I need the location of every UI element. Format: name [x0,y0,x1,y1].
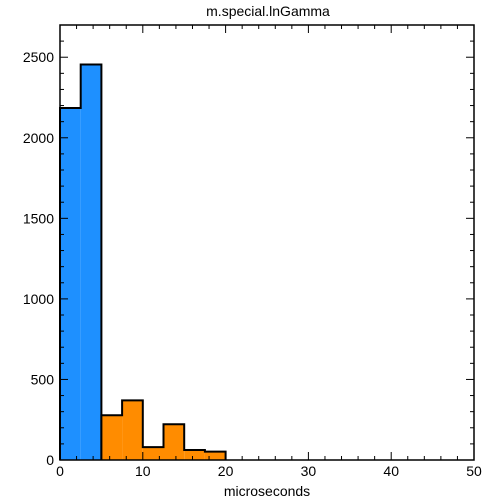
y-tick-label: 500 [31,371,55,387]
y-tick-label: 2000 [23,130,54,146]
y-tick-label: 1500 [23,210,54,226]
plot-bars [59,63,227,460]
histogram-bar [60,107,81,460]
histogram-bar [184,450,205,460]
x-tick-label: 0 [56,463,64,479]
y-tick-label: 1000 [23,291,54,307]
histogram-bar [80,64,102,460]
chart-title: m.special.lnGamma [206,3,330,19]
histogram-bar [142,447,164,460]
histogram-outline [100,399,227,460]
x-tick-label: 50 [466,463,482,479]
x-tick-label: 20 [218,463,234,479]
x-tick-label: 40 [383,463,399,479]
y-tick-label: 2500 [23,49,54,65]
histogram-bar [122,400,143,460]
histogram-bar [204,451,226,460]
y-tick-label: 0 [46,452,54,468]
x-axis-label: microseconds [224,483,310,499]
histogram-bar [163,424,185,460]
x-tick-label: 30 [301,463,317,479]
histogram-bar [101,415,123,460]
plot-frame [59,24,475,461]
x-tick-label: 10 [135,463,151,479]
